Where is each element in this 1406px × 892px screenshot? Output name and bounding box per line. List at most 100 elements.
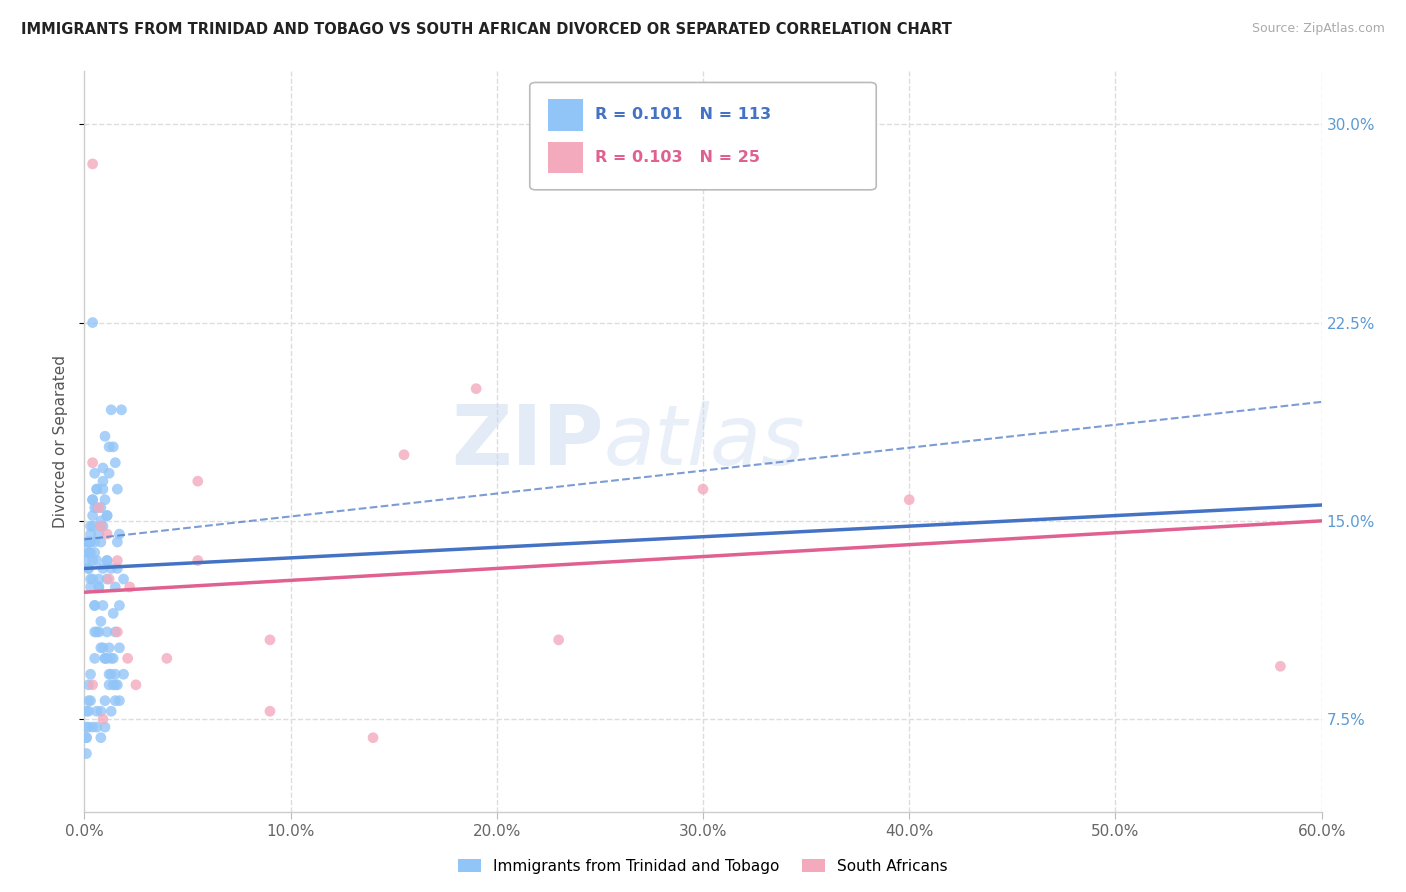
Point: [90, 704, 112, 718]
Point: [86, 720, 108, 734]
Point: [75, 704, 97, 718]
Point: [75, 553, 97, 567]
Point: [91, 599, 114, 613]
Point: [1270, 659, 1292, 673]
Point: [77, 546, 100, 560]
Point: [125, 678, 148, 692]
Y-axis label: Divorced or Separated: Divorced or Separated: [52, 355, 67, 528]
Point: [83, 599, 105, 613]
Point: [105, 678, 128, 692]
Point: [86, 482, 108, 496]
Point: [98, 640, 121, 655]
Point: [108, 599, 131, 613]
Point: [94, 492, 117, 507]
Text: R = 0.103   N = 25: R = 0.103 N = 25: [595, 150, 761, 165]
Point: [83, 546, 105, 560]
Point: [96, 527, 118, 541]
Point: [83, 651, 105, 665]
Point: [87, 580, 110, 594]
Point: [110, 402, 132, 417]
Point: [94, 651, 117, 665]
Point: [91, 474, 114, 488]
Point: [94, 720, 117, 734]
Text: IMMIGRANTS FROM TRINIDAD AND TOBAGO VS SOUTH AFRICAN DIVORCED OR SEPARATED CORRE: IMMIGRANTS FROM TRINIDAD AND TOBAGO VS S…: [21, 22, 952, 37]
Point: [75, 535, 97, 549]
Point: [96, 572, 118, 586]
Point: [361, 731, 384, 745]
Point: [82, 508, 104, 523]
Point: [86, 553, 108, 567]
Point: [83, 500, 105, 515]
Point: [118, 580, 141, 594]
Point: [77, 694, 100, 708]
Point: [91, 519, 114, 533]
Point: [75, 731, 97, 745]
Bar: [548, 100, 583, 130]
Point: [86, 704, 108, 718]
Point: [77, 561, 100, 575]
Point: [79, 519, 101, 533]
Point: [103, 440, 125, 454]
Point: [108, 640, 131, 655]
Point: [96, 508, 118, 523]
Point: [98, 572, 121, 586]
Point: [82, 456, 104, 470]
Point: [90, 519, 112, 533]
Point: [90, 731, 112, 745]
Point: [100, 651, 122, 665]
Point: [90, 500, 112, 515]
Point: [96, 508, 118, 523]
Point: [79, 535, 101, 549]
Point: [104, 694, 127, 708]
Point: [79, 667, 101, 681]
Point: [79, 535, 101, 549]
Text: atlas: atlas: [605, 401, 806, 482]
Point: [898, 492, 921, 507]
Point: [79, 572, 101, 586]
Point: [82, 678, 104, 692]
Point: [94, 429, 117, 443]
Point: [83, 535, 105, 549]
Point: [692, 482, 714, 496]
Point: [77, 535, 100, 549]
Point: [91, 640, 114, 655]
Point: [103, 607, 125, 621]
Text: R = 0.101   N = 113: R = 0.101 N = 113: [595, 107, 772, 122]
Point: [105, 624, 128, 639]
Point: [77, 561, 100, 575]
Point: [103, 678, 125, 692]
Point: [96, 553, 118, 567]
Point: [100, 704, 122, 718]
Point: [104, 678, 127, 692]
Point: [117, 651, 139, 665]
Point: [100, 667, 122, 681]
Point: [156, 651, 179, 665]
Point: [187, 474, 209, 488]
Bar: [548, 142, 583, 173]
Point: [98, 440, 121, 454]
Point: [83, 624, 105, 639]
Point: [104, 580, 127, 594]
Point: [100, 561, 122, 575]
Point: [91, 482, 114, 496]
Point: [83, 467, 105, 481]
Point: [112, 572, 135, 586]
Point: [259, 632, 281, 647]
Point: [82, 519, 104, 533]
Point: [91, 712, 114, 726]
Point: [104, 456, 127, 470]
Point: [75, 535, 97, 549]
Point: [108, 527, 131, 541]
Point: [87, 572, 110, 586]
Point: [94, 694, 117, 708]
Point: [91, 561, 114, 575]
Point: [82, 720, 104, 734]
Point: [94, 651, 117, 665]
Point: [100, 402, 122, 417]
Point: [75, 747, 97, 761]
Point: [79, 546, 101, 560]
Point: [105, 561, 128, 575]
Point: [86, 624, 108, 639]
Point: [82, 316, 104, 330]
Legend: Immigrants from Trinidad and Tobago, South Africans: Immigrants from Trinidad and Tobago, Sou…: [451, 853, 955, 880]
